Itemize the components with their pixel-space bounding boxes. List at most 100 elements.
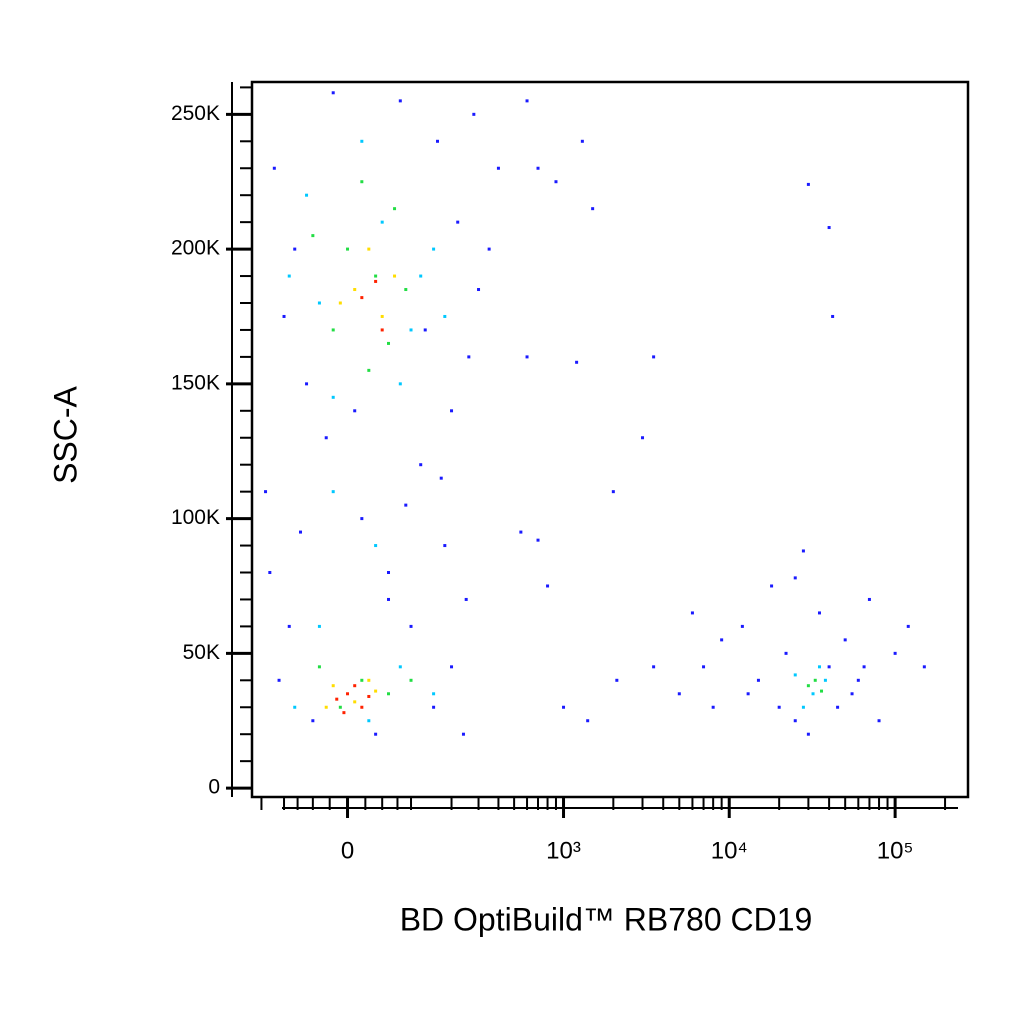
point bbox=[461, 732, 465, 736]
point bbox=[324, 436, 328, 440]
point bbox=[353, 684, 357, 688]
point bbox=[331, 91, 335, 95]
point bbox=[432, 705, 436, 709]
point bbox=[360, 705, 364, 709]
point bbox=[893, 651, 897, 655]
point bbox=[374, 732, 378, 736]
point bbox=[398, 99, 402, 103]
point bbox=[641, 436, 645, 440]
point bbox=[877, 719, 881, 723]
point bbox=[287, 624, 291, 628]
point bbox=[317, 624, 321, 628]
point bbox=[580, 139, 584, 143]
point bbox=[770, 584, 774, 588]
point bbox=[467, 355, 471, 359]
point bbox=[360, 180, 364, 184]
point bbox=[720, 638, 724, 642]
point bbox=[311, 234, 315, 238]
y-tick-label: 200K bbox=[171, 237, 220, 260]
point bbox=[360, 139, 364, 143]
point bbox=[611, 490, 615, 494]
point bbox=[677, 692, 681, 696]
point bbox=[801, 705, 805, 709]
point bbox=[784, 651, 788, 655]
point bbox=[277, 678, 281, 682]
point bbox=[806, 684, 810, 688]
point bbox=[536, 538, 540, 542]
point bbox=[268, 571, 272, 575]
point bbox=[586, 719, 590, 723]
point bbox=[702, 665, 706, 669]
point bbox=[331, 328, 335, 332]
point bbox=[374, 274, 378, 278]
point bbox=[746, 692, 750, 696]
point bbox=[464, 597, 468, 601]
point bbox=[374, 544, 378, 548]
point bbox=[836, 705, 840, 709]
point bbox=[801, 549, 805, 553]
point bbox=[338, 301, 342, 305]
point bbox=[456, 220, 460, 224]
point bbox=[374, 279, 378, 283]
point bbox=[922, 665, 926, 669]
point bbox=[380, 220, 384, 224]
point bbox=[393, 274, 397, 278]
point bbox=[554, 180, 558, 184]
point bbox=[817, 665, 821, 669]
point bbox=[338, 705, 342, 709]
point bbox=[472, 112, 476, 116]
point bbox=[331, 395, 335, 399]
point bbox=[387, 571, 391, 575]
x-tick-label: 10³ bbox=[546, 837, 581, 864]
point bbox=[562, 705, 566, 709]
point bbox=[305, 382, 309, 386]
point bbox=[367, 719, 371, 723]
point bbox=[353, 409, 357, 413]
x-tick-label: 10⁵ bbox=[877, 837, 914, 864]
point bbox=[409, 624, 413, 628]
point bbox=[591, 207, 595, 211]
x-tick-label: 10⁴ bbox=[711, 837, 748, 864]
point bbox=[331, 684, 335, 688]
point bbox=[387, 692, 391, 696]
point bbox=[287, 274, 291, 278]
point bbox=[690, 611, 694, 615]
point bbox=[450, 665, 454, 669]
point bbox=[311, 719, 315, 723]
point bbox=[439, 476, 443, 480]
points-layer bbox=[264, 91, 926, 736]
point bbox=[850, 692, 854, 696]
point bbox=[711, 705, 715, 709]
point bbox=[398, 382, 402, 386]
point bbox=[374, 689, 378, 693]
point bbox=[367, 247, 371, 251]
point bbox=[387, 597, 391, 601]
point bbox=[443, 544, 447, 548]
y-tick-label: 150K bbox=[171, 371, 220, 394]
point bbox=[777, 705, 781, 709]
point bbox=[843, 638, 847, 642]
point bbox=[823, 678, 827, 682]
point bbox=[450, 409, 454, 413]
point bbox=[536, 166, 540, 170]
point bbox=[652, 355, 656, 359]
point bbox=[293, 705, 297, 709]
point bbox=[487, 247, 491, 251]
plot-frame bbox=[250, 80, 970, 799]
point bbox=[615, 678, 619, 682]
x-tick-label: 0 bbox=[341, 837, 354, 864]
x-axis-label: BD OptiBuild™ RB780 CD19 bbox=[400, 901, 813, 937]
point bbox=[335, 697, 339, 701]
point bbox=[367, 368, 371, 372]
point bbox=[793, 576, 797, 580]
point bbox=[367, 678, 371, 682]
y-axis-label: SSC-A bbox=[47, 385, 83, 483]
point bbox=[906, 624, 910, 628]
point bbox=[346, 247, 350, 251]
point bbox=[409, 678, 413, 682]
point bbox=[299, 530, 303, 534]
point bbox=[496, 166, 500, 170]
point bbox=[305, 193, 309, 197]
point bbox=[331, 490, 335, 494]
